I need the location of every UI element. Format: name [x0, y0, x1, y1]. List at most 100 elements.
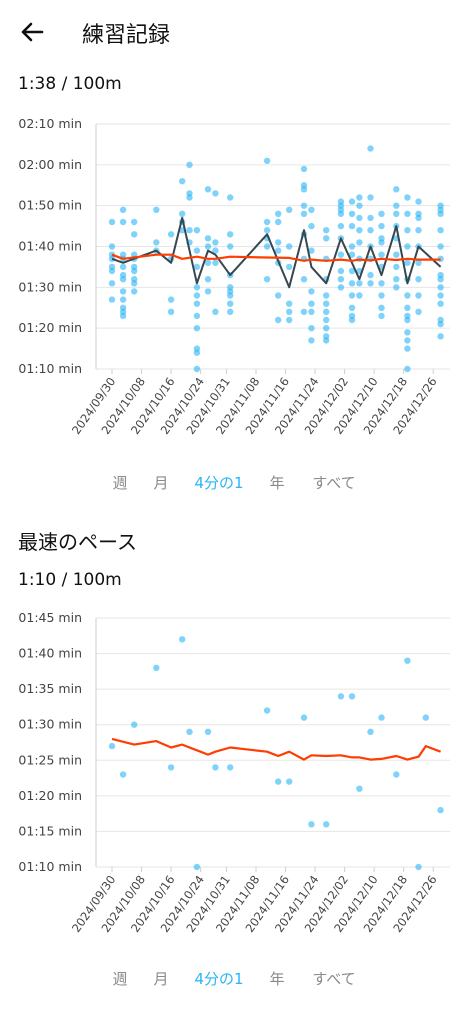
data-point — [437, 300, 444, 307]
data-point — [300, 276, 308, 283]
data-point — [275, 778, 282, 785]
arrow-left-icon — [21, 22, 44, 42]
data-point — [356, 280, 363, 287]
data-point — [131, 280, 138, 287]
back-button[interactable] — [14, 14, 50, 50]
data-point — [300, 210, 308, 217]
data-point — [193, 284, 201, 291]
data-point — [415, 863, 422, 871]
data-point — [308, 325, 315, 332]
data-point — [393, 276, 400, 283]
data-point — [356, 292, 363, 299]
data-point — [300, 202, 308, 209]
data-point — [186, 728, 193, 735]
y-tick-label: 01:35 min — [18, 681, 82, 696]
data-point — [286, 243, 293, 250]
data-point — [378, 251, 385, 258]
y-tick-label: 01:45 min — [18, 610, 82, 625]
fastest-pace-chart: 01:45 min 01:40 min 01:35 min 01:30 min 01:2… — [0, 602, 473, 960]
data-point — [179, 178, 186, 185]
data-point — [227, 231, 234, 238]
data-point — [119, 218, 127, 226]
data-point — [204, 243, 212, 250]
data-point — [356, 785, 363, 792]
data-point — [108, 296, 116, 303]
data-point — [119, 296, 127, 303]
data-point — [378, 210, 385, 217]
data-point — [286, 263, 293, 271]
data-point — [348, 304, 356, 311]
data-point — [193, 365, 201, 373]
data-point — [404, 259, 411, 266]
data-point — [367, 145, 374, 152]
data-point — [212, 247, 219, 254]
data-point — [356, 239, 363, 246]
data-point — [393, 263, 400, 271]
data-point — [119, 263, 127, 271]
data-point — [323, 337, 330, 344]
data-point — [263, 218, 271, 226]
data-point — [204, 276, 212, 283]
data-point — [437, 333, 444, 340]
data-point — [193, 312, 201, 320]
data-point — [404, 345, 411, 352]
data-point — [367, 271, 374, 279]
data-point — [348, 222, 356, 230]
data-point — [300, 308, 308, 315]
data-point — [404, 292, 411, 299]
fastest-period-tabs: 週 月 4分の1 年 すべて — [0, 964, 473, 996]
trend-line — [111, 253, 441, 262]
data-point — [300, 165, 308, 173]
data-point — [348, 292, 356, 299]
y-tick-label: 01:15 min — [18, 823, 82, 838]
data-point — [437, 284, 444, 291]
data-point — [119, 251, 127, 258]
data-point — [308, 308, 315, 315]
fastest-tab-5[interactable]: すべて — [312, 970, 356, 988]
data-point — [227, 308, 234, 315]
trend-line — [111, 737, 441, 761]
practice-tab-1[interactable]: 週 — [112, 474, 128, 492]
data-point — [308, 337, 315, 344]
practice-tab-3[interactable]: 4分の1 — [194, 474, 244, 492]
data-point — [275, 247, 282, 254]
data-point — [131, 231, 138, 238]
data-point — [204, 728, 212, 735]
data-point — [422, 714, 429, 721]
data-point — [212, 190, 219, 197]
data-point — [337, 267, 345, 275]
data-point — [337, 284, 345, 291]
practice-tab-5[interactable]: すべて — [312, 474, 356, 492]
data-point — [193, 227, 201, 234]
practice-tab-2[interactable]: 月 — [153, 474, 169, 492]
data-point — [378, 714, 385, 721]
data-point — [286, 308, 293, 315]
data-point — [286, 300, 293, 307]
y-tick-label: 01:40 min — [18, 646, 82, 661]
practice-tab-4[interactable]: 年 — [269, 474, 285, 492]
data-point — [337, 222, 345, 230]
data-point — [167, 231, 175, 238]
fastest-tab-1[interactable]: 週 — [112, 970, 128, 988]
y-tick-label: 02:00 min — [18, 157, 82, 172]
data-point — [153, 664, 160, 671]
data-point — [348, 693, 356, 700]
data-point — [348, 267, 356, 275]
practice-pace-chart: 02:10 min 02:00 min 01:50 min 01:40 min 01:3… — [0, 106, 473, 466]
data-point — [193, 263, 201, 271]
data-point — [119, 276, 127, 283]
data-point — [212, 259, 219, 266]
data-point — [393, 251, 400, 258]
fastest-tab-3[interactable]: 4分の1 — [194, 970, 244, 988]
data-point — [186, 227, 193, 234]
data-point — [108, 243, 116, 250]
data-point — [286, 206, 293, 213]
data-point — [212, 239, 219, 246]
fastest-tab-2[interactable]: 月 — [153, 970, 169, 988]
data-point — [131, 721, 138, 728]
data-point — [367, 728, 374, 735]
fastest-tab-4[interactable]: 年 — [269, 970, 285, 988]
data-point — [323, 316, 330, 324]
data-point — [323, 821, 330, 828]
data-point — [212, 764, 219, 771]
